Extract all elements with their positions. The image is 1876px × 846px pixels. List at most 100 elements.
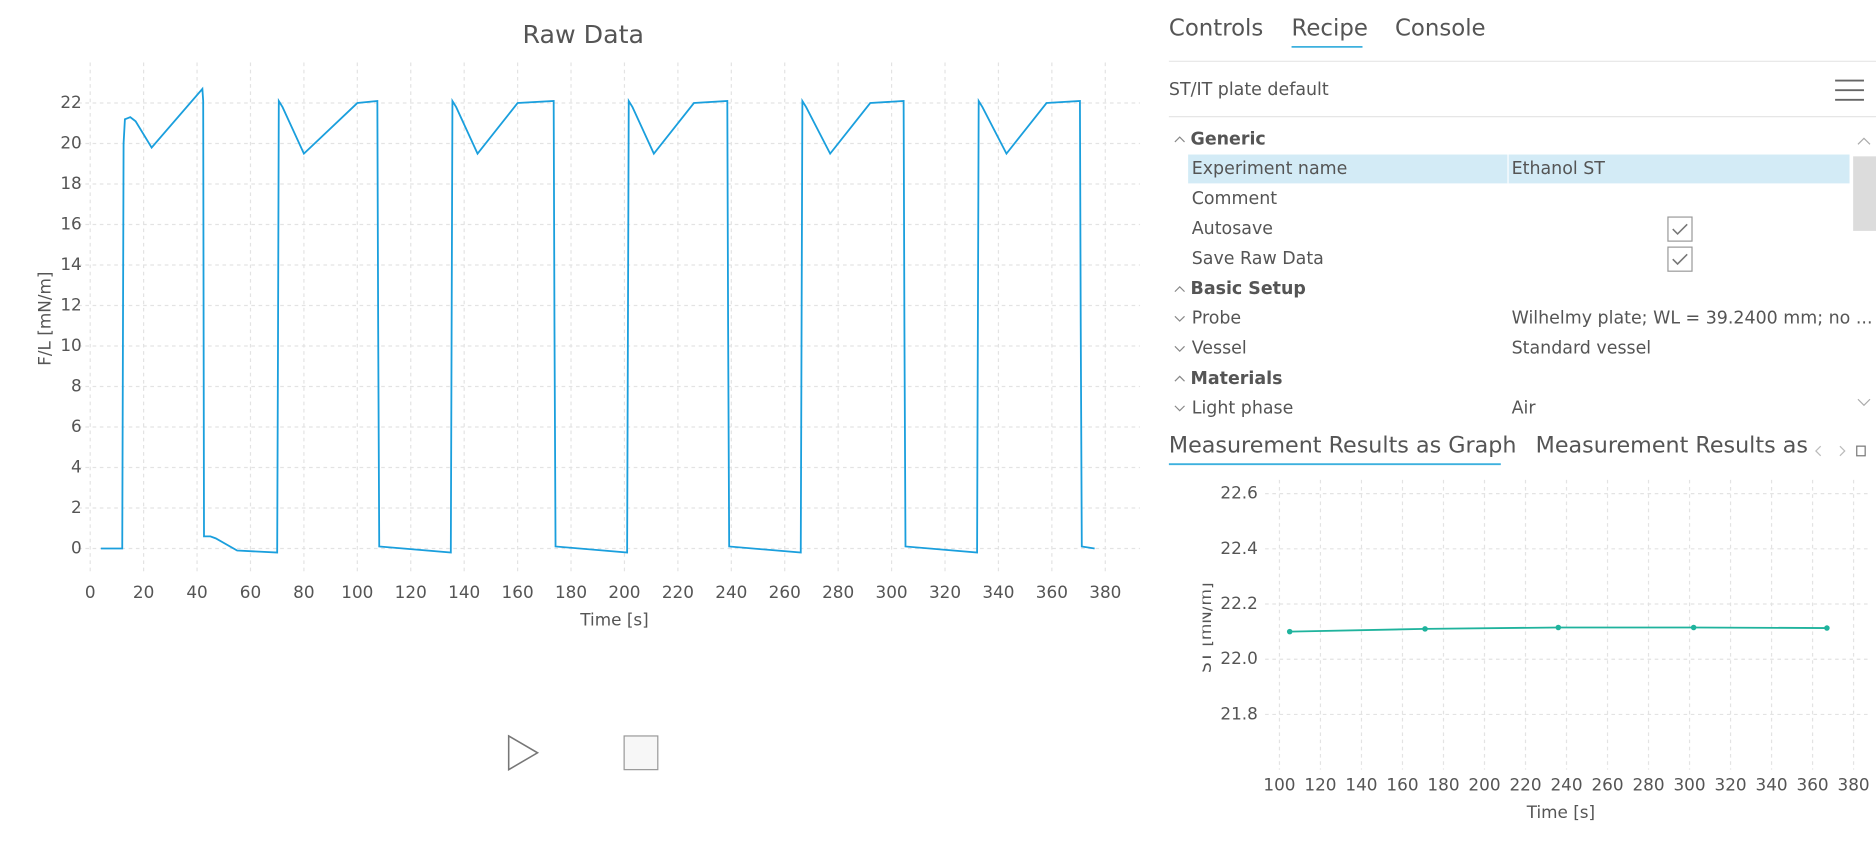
scroll-up[interactable] — [1857, 137, 1871, 145]
x-tick-label: 100 — [1263, 774, 1295, 794]
x-tick-label: 120 — [395, 582, 427, 602]
result-tab[interactable]: Measurement Results as T — [1536, 433, 1829, 459]
scroll-down[interactable] — [1857, 398, 1871, 407]
group-header: Materials — [1191, 369, 1283, 389]
x-tick-label: 140 — [448, 582, 480, 602]
menu-button[interactable] — [1835, 79, 1864, 101]
y-tick-label: 22.6 — [1220, 483, 1257, 503]
y-tick-label: 16 — [60, 214, 81, 234]
x-tick-label: 180 — [555, 582, 587, 602]
x-tick-label: 120 — [1304, 774, 1336, 794]
x-tick-label: 280 — [1632, 774, 1664, 794]
x-tick-label: 320 — [929, 582, 961, 602]
y-tick-label: 4 — [71, 457, 82, 477]
x-tick-label: 300 — [876, 582, 908, 602]
x-tick-label: 340 — [982, 582, 1014, 602]
x-tick-label: 200 — [608, 582, 640, 602]
property-value: Wilhelmy plate; WL = 39.2400 mm; no ... — [1512, 309, 1873, 329]
x-tick-label: 280 — [822, 582, 854, 602]
x-tick-label: 220 — [1509, 774, 1541, 794]
x-tick-label: 200 — [1468, 774, 1500, 794]
y-tick-label: 2 — [71, 497, 82, 517]
collapse-icon — [1174, 136, 1185, 143]
x-tick-label: 380 — [1089, 582, 1121, 602]
tab-menu[interactable] — [1856, 445, 1866, 457]
collapse-icon — [1174, 285, 1185, 293]
property-name[interactable]: Vessel — [1192, 339, 1247, 359]
x-tick-label: 240 — [715, 582, 747, 602]
y-tick-label: 10 — [60, 335, 81, 355]
y-tick-label: 22 — [60, 92, 81, 112]
x-tick-label: 0 — [85, 582, 96, 602]
data-point — [1690, 624, 1697, 631]
tab[interactable]: Recipe — [1292, 15, 1368, 41]
x-tick-label: 60 — [240, 582, 261, 602]
x-tick-label: 260 — [769, 582, 801, 602]
y-tick-label: 18 — [60, 173, 81, 193]
x-tick-label: 240 — [1550, 774, 1582, 794]
x-tick-label: 100 — [341, 582, 373, 602]
y-tick-label: 14 — [60, 254, 81, 274]
x-tick-label: 20 — [133, 582, 154, 602]
tab[interactable]: Controls — [1169, 15, 1263, 41]
group-header: Generic — [1191, 129, 1266, 149]
x-tick-label: 40 — [186, 582, 207, 602]
x-tick-label: 320 — [1714, 774, 1746, 794]
y-tick-label: 21.8 — [1220, 703, 1257, 723]
tab-scroll[interactable] — [1815, 445, 1846, 457]
scrollbar-thumb[interactable] — [1853, 156, 1876, 231]
collapse-icon — [1174, 375, 1185, 382]
group-header: Basic Setup — [1191, 279, 1306, 299]
property-grid: Generic Experiment name Ethanol ST Comment A… — [1174, 129, 1873, 418]
data-point — [1422, 626, 1428, 632]
chart-title: Raw Data — [523, 20, 644, 49]
x-axis-label: Time [s] — [579, 610, 648, 630]
data-point — [1286, 628, 1293, 635]
expand-icon — [1174, 405, 1185, 412]
x-tick-label: 360 — [1797, 774, 1829, 794]
result-tab[interactable]: Measurement Results as Graph — [1169, 433, 1517, 459]
stop-button[interactable] — [623, 735, 659, 771]
result-tabs: Measurement Results as Graph Measurement … — [1169, 433, 1829, 466]
tab[interactable]: Console — [1395, 15, 1486, 41]
property-name[interactable]: Probe — [1192, 309, 1241, 329]
x-tick-label: 300 — [1673, 774, 1705, 794]
y-tick-label: 22.4 — [1220, 538, 1257, 558]
x-tick-label: 180 — [1427, 774, 1459, 794]
expand-icon — [1174, 345, 1185, 352]
property-name[interactable]: Autosave — [1192, 219, 1273, 239]
x-tick-label: 380 — [1838, 774, 1870, 794]
data-line — [100, 86, 1095, 554]
y-tick-label: 20 — [60, 133, 81, 153]
expand-icon — [1174, 315, 1185, 322]
chart: 100 120 140 160 180 200 220 240 260 280 300 320 340 3… — [1203, 479, 1870, 822]
x-tick-label: 220 — [662, 582, 694, 602]
row-highlight — [1188, 154, 1850, 184]
property-value: Ethanol ST — [1512, 159, 1606, 179]
x-tick-label: 340 — [1755, 774, 1787, 794]
x-tick-label: 160 — [502, 582, 534, 602]
recipe-name: ST/IT plate default — [1169, 80, 1329, 100]
y-tick-label: 0 — [71, 537, 82, 557]
y-tick-label: 6 — [71, 416, 82, 436]
checkbox[interactable] — [1667, 216, 1693, 242]
property-name[interactable]: Light phase — [1192, 398, 1294, 418]
checkbox[interactable] — [1667, 246, 1693, 272]
property-name[interactable]: Experiment name — [1192, 159, 1348, 179]
y-axis-label: F/L [mN/m] — [35, 272, 55, 366]
y-tick-label: 22.0 — [1220, 648, 1257, 668]
checkmark — [1672, 253, 1688, 266]
y-tick-label: 12 — [60, 295, 81, 315]
y-tick-label: 8 — [71, 376, 82, 396]
play-button[interactable] — [507, 734, 540, 771]
data-point — [1555, 624, 1562, 631]
property-name[interactable]: Save Raw Data — [1192, 249, 1324, 269]
property-value: Standard vessel — [1512, 339, 1652, 359]
property-name[interactable]: Comment — [1192, 189, 1278, 209]
y-tick-label: 22.2 — [1220, 593, 1257, 613]
checkmark — [1672, 223, 1688, 236]
x-axis-label: Time [s] — [1526, 802, 1595, 822]
